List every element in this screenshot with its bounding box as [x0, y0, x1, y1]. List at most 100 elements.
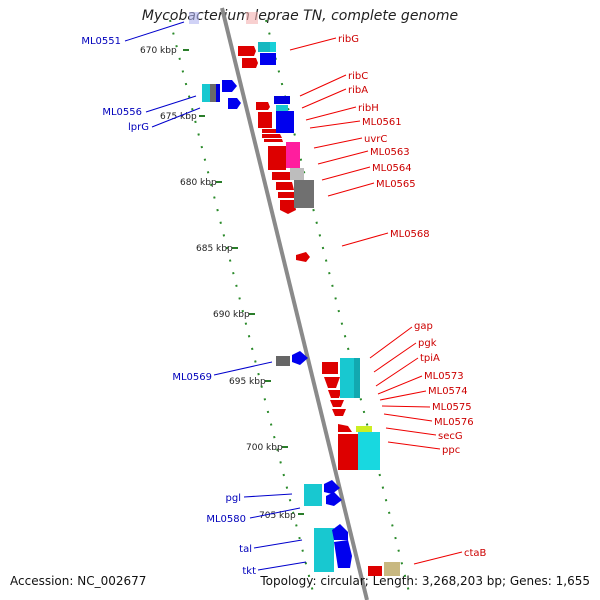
gene-arrow [324, 480, 340, 494]
gene-label-pgk: pgk [418, 338, 437, 349]
gene-label-tpiA: tpiA [420, 353, 440, 364]
gene-block [268, 146, 286, 170]
gene-arrow [292, 351, 308, 365]
gene-block [276, 111, 294, 133]
gene-block [368, 566, 382, 576]
gene-label-ML0563: ML0563 [370, 147, 410, 158]
leader-ML0576 [383, 413, 433, 422]
leader-ML0580 [249, 507, 301, 519]
gene-block [384, 562, 400, 576]
leader-ctaB [413, 551, 463, 565]
gene-label-secG: secG [438, 431, 463, 442]
gene-block [356, 426, 372, 432]
ruler-label-685: 685 kbp [196, 244, 233, 254]
feature-cluster-pgl [304, 480, 342, 506]
gene-label-tkt: tkt [242, 566, 256, 577]
gene-block [210, 84, 216, 102]
gene-arrow [264, 139, 283, 142]
leader-ML0564 [321, 166, 371, 181]
gene-block [276, 105, 288, 111]
gene-label-lprG: lprG [128, 122, 149, 133]
gene-label-ribH: ribH [358, 103, 379, 114]
ruler-label-670: 670 kbp [140, 46, 177, 56]
right-leader-lines [289, 37, 463, 565]
gene-block [304, 484, 322, 506]
gene-arrow-ML0568 [296, 252, 310, 262]
ruler-label-680: 680 kbp [180, 178, 217, 188]
gene-label-tal: tal [239, 544, 252, 555]
gene-arrow [334, 540, 352, 568]
gene-arrow [272, 172, 292, 180]
gene-block [274, 96, 290, 104]
gene-label-ribG: ribG [338, 34, 359, 45]
gene-block-faint-right [246, 12, 258, 24]
gene-arrow [228, 98, 241, 109]
ruler-label-705: 705 kbp [259, 511, 296, 521]
leader-ML0575 [381, 405, 431, 408]
gene-block [258, 42, 270, 52]
gene-block [314, 528, 334, 572]
feature-cluster-ctaB [368, 562, 400, 576]
leader-secG [385, 427, 437, 436]
leader-pgk [373, 342, 417, 373]
gene-label-ML0565: ML0565 [376, 179, 416, 190]
leader-uvrC [313, 137, 363, 149]
gene-label-ribC: ribC [348, 71, 368, 82]
feature-cluster-tal [314, 524, 352, 572]
genome-backbone [220, 7, 369, 600]
gene-label-ML0568: ML0568 [390, 229, 430, 240]
left-leader-lines [124, 21, 307, 571]
gene-block [340, 358, 354, 398]
gene-arrow [222, 80, 237, 92]
gene-arrow [330, 400, 344, 407]
gene-arrow [242, 58, 258, 68]
gene-block [338, 434, 358, 470]
leader-ML0561 [309, 120, 361, 129]
leader-ppc [387, 441, 441, 450]
gene-block [276, 356, 290, 366]
feature-cluster-gap [322, 358, 380, 470]
gene-arrow [332, 409, 346, 416]
topology-label: Topology: circular; Length: 3,268,203 bp… [260, 574, 590, 588]
gene-label-ML0573: ML0573 [424, 371, 464, 382]
accession-label: Accession: NC_002677 [10, 574, 147, 588]
gene-label-ML0580: ML0580 [206, 514, 246, 525]
gene-arrow [276, 182, 294, 190]
gene-block [258, 112, 272, 128]
feature-cluster-rib [256, 96, 294, 142]
feature-cluster-uvrC [268, 142, 314, 214]
gene-label-ML0576: ML0576 [434, 417, 474, 428]
gene-label-gap: gap [414, 321, 433, 332]
gene-label-ML0556: ML0556 [102, 107, 142, 118]
leader-ML0569 [213, 361, 273, 376]
gene-block [216, 84, 220, 102]
gene-arrow [338, 424, 352, 432]
gene-arrow [324, 377, 340, 388]
gene-label-ppc: ppc [442, 445, 460, 456]
feature-cluster-ribG [238, 42, 276, 68]
gene-label-ribA: ribA [348, 85, 368, 96]
gene-block [294, 180, 314, 208]
leader-gap [369, 326, 413, 359]
ruler-label-690: 690 kbp [213, 310, 250, 320]
leader-tkt [257, 561, 307, 571]
gene-block [290, 168, 304, 180]
gene-block [260, 53, 276, 65]
leader-ML0565 [327, 182, 375, 197]
gene-label-ML0561: ML0561 [362, 117, 402, 128]
gene-arrow [326, 492, 342, 506]
gene-label-ML0569: ML0569 [172, 372, 212, 383]
leader-tal [253, 539, 303, 549]
gene-label-ML0574: ML0574 [428, 386, 468, 397]
ruler-label-700: 700 kbp [246, 443, 283, 453]
gene-arrow [256, 102, 270, 110]
gene-block [202, 84, 210, 102]
leader-ribG [289, 37, 337, 51]
leader-ML0574 [379, 390, 427, 401]
gene-label-ML0575: ML0575 [432, 402, 472, 413]
gene-label-ML0564: ML0564 [372, 163, 412, 174]
gene-arrow [278, 192, 296, 198]
leader-lprG [151, 107, 201, 128]
ruler-label-695: 695 kbp [229, 377, 266, 387]
